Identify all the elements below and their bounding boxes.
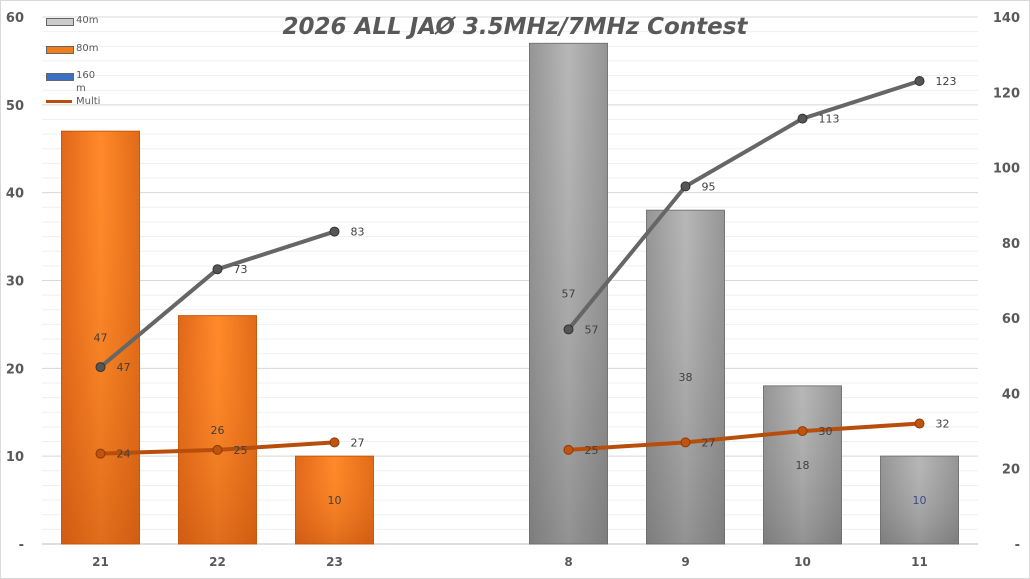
line-point: [95, 362, 106, 373]
bar-data-label: 18: [796, 459, 810, 472]
legend-swatch-40m: [46, 18, 74, 26]
line-data-label: 83: [351, 226, 365, 239]
line-point: [212, 264, 223, 275]
bar-shade-80m: [295, 456, 374, 544]
line-data-label: 57: [585, 323, 599, 336]
line-data-label: 95: [702, 180, 716, 193]
right-axis-tick-label: 20: [1002, 463, 1020, 478]
line-point: [797, 426, 808, 437]
bar-shade-80m: [61, 131, 140, 544]
line-point: [914, 75, 925, 86]
chart-title: 2026 ALL JAØ 3.5MHz/7MHz Contest: [282, 14, 748, 40]
bar-data-label: 57: [562, 288, 576, 301]
line-data-label: 27: [702, 436, 716, 449]
line-data-label: 113: [819, 113, 840, 126]
line-point: [329, 437, 340, 448]
line-data-label: 123: [936, 75, 957, 88]
bar-data-label: 38: [679, 371, 693, 384]
x-axis-tick-label: 8: [564, 555, 572, 569]
right-axis-tick-label: 40: [1002, 387, 1020, 402]
line-point: [95, 448, 106, 459]
x-axis-tick-label: 9: [681, 555, 689, 569]
line-data-label: 24: [117, 448, 131, 461]
line-data-label: 25: [234, 444, 248, 457]
line-point: [680, 181, 691, 192]
left-axis-tick-label: 10: [6, 450, 24, 465]
line-point: [563, 324, 574, 335]
line-point: [680, 437, 691, 448]
line-point: [212, 444, 223, 455]
bar-shade-40m: [646, 210, 725, 544]
x-axis-tick-label: 10: [794, 555, 811, 569]
left-axis-tick-label: 30: [6, 275, 24, 290]
left-axis-tick-label: -: [19, 538, 24, 553]
right-axis-tick-label: 120: [993, 86, 1020, 101]
right-axis-tick-label: 140: [993, 11, 1020, 26]
line-data-label: 27: [351, 436, 365, 449]
line-point: [329, 226, 340, 237]
right-axis-tick-label: 80: [1002, 237, 1020, 252]
bar-data-label: 47: [94, 332, 108, 345]
bar-data-label: 10: [913, 494, 927, 507]
left-axis-tick-label: 20: [6, 362, 24, 377]
x-axis-tick-label: 23: [326, 555, 343, 569]
left-axis-tick-label: 60: [6, 11, 24, 26]
line-data-label: 73: [234, 263, 248, 276]
line-point: [563, 444, 574, 455]
legend-swatch-160m: [46, 73, 74, 81]
right-axis-tick-label: -: [1015, 538, 1020, 553]
line-data-label: 30: [819, 425, 833, 438]
right-axis-tick-label: 100: [993, 162, 1020, 177]
x-axis-tick-label: 11: [911, 555, 928, 569]
bar-shade-80m: [178, 315, 257, 544]
bar-shade-40m: [763, 385, 842, 544]
x-axis-tick-label: 21: [92, 555, 109, 569]
line-data-label: 25: [585, 444, 599, 457]
bar-shade-40m: [529, 43, 608, 544]
line-total: [566, 79, 921, 331]
line-point: [797, 113, 808, 124]
bar-shade-40m: [880, 456, 959, 544]
left-axis-tick-label: 50: [6, 99, 24, 114]
line-data-label: 47: [117, 361, 131, 374]
bar-data-label: 10: [328, 494, 342, 507]
line-data-label: 32: [936, 418, 950, 431]
left-axis-tick-label: 40: [6, 187, 24, 202]
legend-swatch-multi: [46, 100, 72, 103]
right-axis-tick-label: 60: [1002, 312, 1020, 327]
line-Multi: [568, 421, 920, 452]
bar-data-label: 26: [211, 424, 225, 437]
legend-swatch-80m: [46, 46, 74, 54]
x-axis-tick-label: 22: [209, 555, 226, 569]
line-point: [914, 418, 925, 429]
